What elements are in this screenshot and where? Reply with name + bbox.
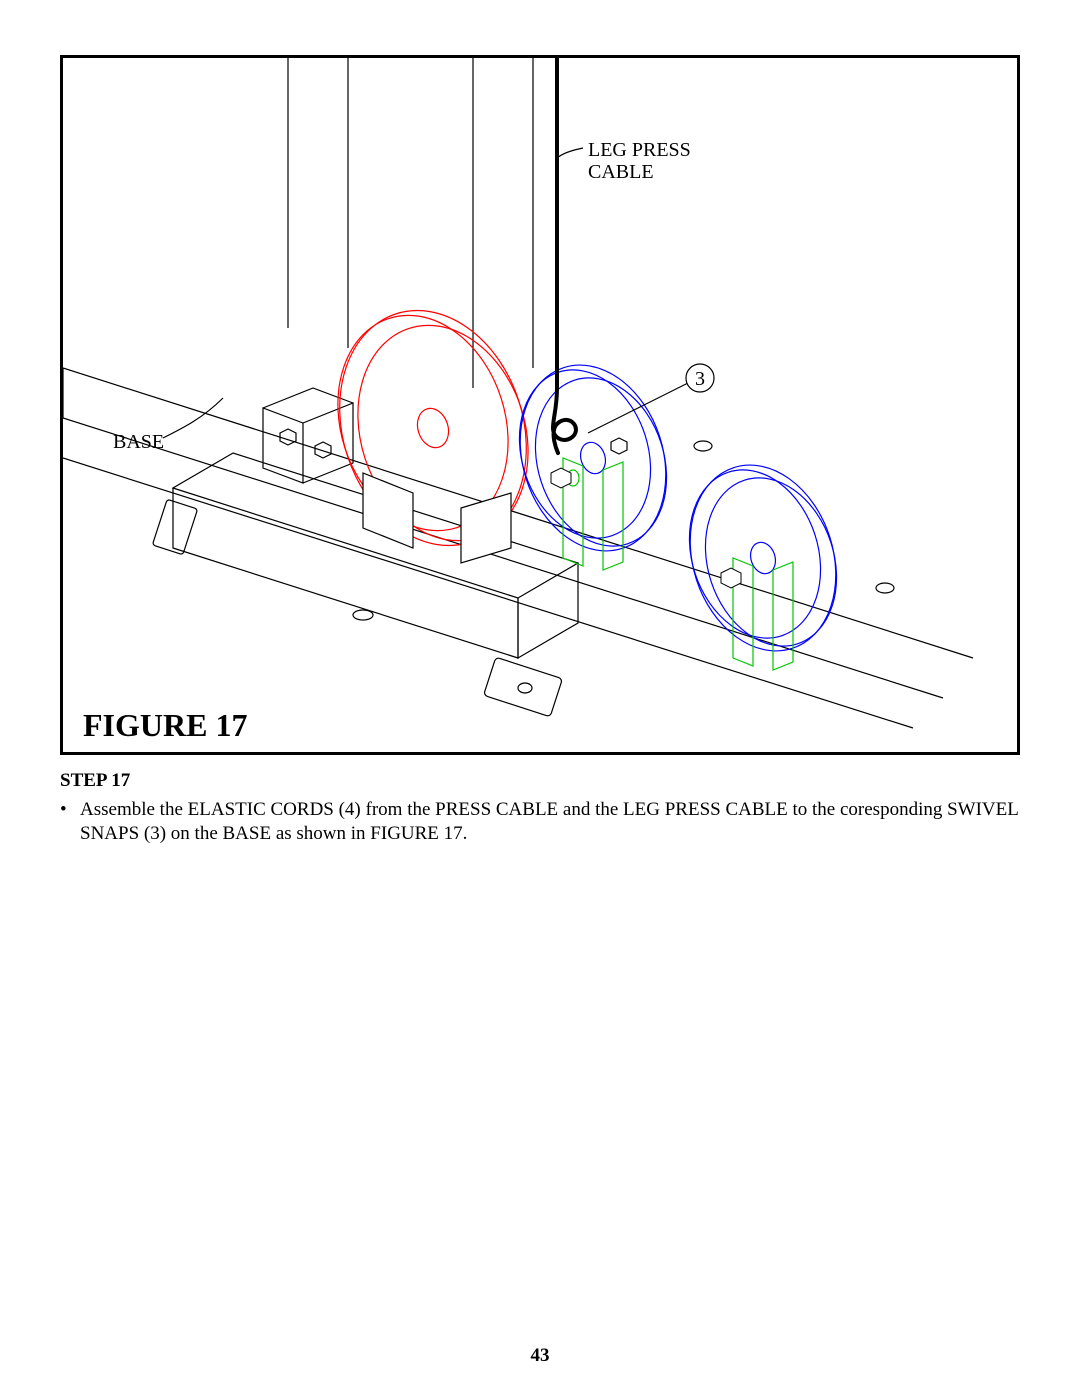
legpress-cable (553, 58, 576, 453)
label-legpress-cable: LEG PRESS CABLE (588, 139, 696, 183)
figure-title: FIGURE 17 (79, 707, 251, 744)
assembly-diagram: 3 LEG PRESS CABLE BASE (63, 58, 1017, 752)
page-number: 43 (0, 1345, 1080, 1367)
figure-frame: 3 LEG PRESS CABLE BASE FIGURE 17 (60, 55, 1020, 755)
step-bullet-row: • Assemble the ELASTIC CORDS (4) from th… (60, 798, 1020, 846)
pulley-blue-right (667, 446, 859, 670)
pulley-red (310, 286, 555, 570)
callout-3-label: 3 (695, 368, 705, 390)
bracket-green-right (733, 558, 793, 670)
bullet-mark: • (60, 798, 80, 846)
step-block: STEP 17 • Assemble the ELASTIC CORDS (4)… (60, 770, 1020, 846)
bracket-green-middle (563, 458, 623, 570)
step-text: Assemble the ELASTIC CORDS (4) from the … (80, 798, 1020, 846)
label-base: BASE (113, 431, 164, 453)
step-title: STEP 17 (60, 770, 1020, 792)
